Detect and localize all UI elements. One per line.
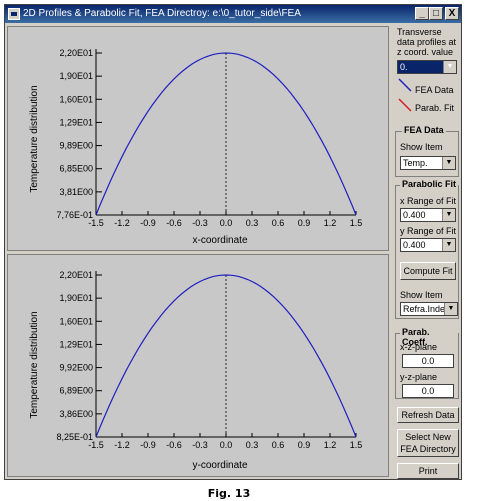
- parab-coeff-title: Parab. Coeff.: [400, 327, 458, 347]
- x-tick-label: -1.2: [114, 440, 130, 450]
- y-axis-label: Temperature distribution: [29, 85, 40, 192]
- xz-coeff-field[interactable]: 0.0: [402, 354, 454, 368]
- x-range-label: x Range of Fit: [400, 196, 457, 206]
- y-tick-label: 3,81E00: [59, 187, 93, 197]
- x-tick-label: 1.5: [350, 218, 363, 228]
- y-tick-label: 8,25E-01: [56, 432, 93, 442]
- app-icon: [8, 8, 20, 20]
- xz-plane-label: x-z-plane: [400, 342, 438, 352]
- x-tick-label: 0.0: [220, 218, 233, 228]
- select-new-label: Select New: [405, 432, 451, 442]
- y-tick-label: 1,90E01: [59, 293, 93, 303]
- x-range-select[interactable]: 0.400 ▼: [400, 208, 456, 222]
- x-tick-label: -1.5: [88, 218, 104, 228]
- show-item-label: Show Item: [400, 290, 443, 300]
- chevron-down-icon[interactable]: ▼: [442, 209, 455, 221]
- fea-data-curve: [95, 52, 357, 216]
- x-tick-label: -1.2: [114, 218, 130, 228]
- fea-item-value: Temp.: [403, 158, 428, 168]
- parab-coeff-group: Parab. Coeff. x-z-plane 0.0 y-z-plane 0.…: [395, 327, 459, 399]
- chevron-down-icon[interactable]: ▼: [443, 61, 456, 73]
- x-axis-label: y-coordinate: [192, 460, 247, 471]
- y-tick-label: 1,60E01: [59, 94, 93, 104]
- legend-parab: Parab. Fit: [415, 103, 455, 113]
- x-tick-label: -0.3: [192, 218, 208, 228]
- x-tick-label: 1.2: [324, 440, 337, 450]
- yz-coeff-field[interactable]: 0.0: [402, 384, 454, 398]
- x-tick-label: 0.6: [272, 440, 285, 450]
- y-tick-label: 2,20E01: [59, 48, 93, 58]
- y-range-value: 0.400: [403, 240, 426, 250]
- transverse-label-3: z coord. value: [397, 47, 454, 57]
- y-tick-label: 1,90E01: [59, 71, 93, 81]
- main-window: 2D Profiles & Parabolic Fit, FEA Directr…: [4, 4, 462, 480]
- plot-x-profile: Temperature distribution x-coordinate 2,…: [7, 26, 389, 251]
- x-tick-label: 0.6: [272, 218, 285, 228]
- x-tick-label: 1.2: [324, 218, 337, 228]
- y-tick-label: 6,89E00: [59, 386, 93, 396]
- chevron-down-icon[interactable]: ▼: [444, 303, 457, 315]
- y-range-select[interactable]: 0.400 ▼: [400, 238, 456, 252]
- show-item-value: Refra.Index: [403, 304, 450, 314]
- y-tick-label: 2,20E01: [59, 270, 93, 280]
- yz-plane-label: y-z-plane: [400, 372, 438, 382]
- compute-fit-button[interactable]: Compute Fit: [400, 262, 456, 280]
- window-title: 2D Profiles & Parabolic Fit, FEA Directr…: [23, 8, 301, 19]
- x-tick-label: 0.9: [298, 218, 311, 228]
- chart-x-svg: Temperature distribution x-coordinate 2,…: [29, 48, 363, 246]
- plot-y-profile: Temperature distribution y-coordinate 2,…: [7, 254, 389, 477]
- fea-data-curve: [95, 274, 357, 438]
- select-fea-directory-button[interactable]: Select New FEA Directory: [397, 429, 459, 457]
- transverse-label-2: data profiles at: [397, 37, 457, 47]
- y-tick-label: 9,92E00: [59, 363, 93, 373]
- fea-data-title: FEA Data: [402, 125, 446, 135]
- x-tick-label: 0.3: [246, 218, 259, 228]
- chevron-down-icon[interactable]: ▼: [442, 157, 455, 169]
- minimize-button[interactable]: _: [415, 7, 429, 20]
- y-tick-label: 1,29E01: [59, 117, 93, 127]
- y-tick-label: 7,76E-01: [56, 210, 93, 220]
- transverse-label-1: Transverse: [397, 27, 442, 37]
- refresh-data-button[interactable]: Refresh Data: [397, 407, 459, 423]
- fea-data-group: FEA Data Show Item Temp. ▼: [395, 125, 459, 177]
- y-tick-label: 1,29E01: [59, 339, 93, 349]
- x-tick-label: 0.9: [298, 440, 311, 450]
- x-tick-label: 0.3: [246, 440, 259, 450]
- x-tick-label: -0.6: [166, 218, 182, 228]
- figure-caption: Fig. 13: [207, 487, 251, 500]
- y-tick-label: 9,89E00: [59, 141, 93, 151]
- x-tick-label: -1.5: [88, 440, 104, 450]
- chevron-down-icon[interactable]: ▼: [442, 239, 455, 251]
- z-value-select[interactable]: 0. ▼: [397, 60, 457, 74]
- parab-legend-line-icon: [398, 98, 412, 112]
- fea-show-item-label: Show Item: [400, 142, 443, 152]
- print-button[interactable]: Print: [397, 463, 459, 479]
- maximize-button[interactable]: □: [429, 7, 443, 20]
- close-button[interactable]: X: [445, 7, 459, 20]
- parabolic-fit-group: Parabolic Fit x Range of Fit 0.400 ▼ y R…: [395, 179, 459, 319]
- x-tick-label: -0.6: [166, 440, 182, 450]
- y-tick-label: 1,60E01: [59, 316, 93, 326]
- legend-fea: FEA Data: [415, 85, 454, 95]
- y-tick-label: 6,85E00: [59, 164, 93, 174]
- z-value-text: 0.: [400, 62, 408, 72]
- fea-directory-label: FEA Directory: [400, 444, 456, 454]
- title-bar[interactable]: 2D Profiles & Parabolic Fit, FEA Directr…: [5, 5, 461, 23]
- x-tick-label: -0.9: [140, 440, 156, 450]
- legend-icons: [398, 78, 412, 112]
- y-range-label: y Range of Fit: [400, 226, 457, 236]
- x-tick-label: 1.5: [350, 440, 363, 450]
- x-tick-label: -0.3: [192, 440, 208, 450]
- x-axis-label: x-coordinate: [192, 235, 247, 246]
- x-tick-label: 0.0: [220, 440, 233, 450]
- show-item-select[interactable]: Refra.Index ▼: [400, 302, 458, 316]
- x-range-value: 0.400: [403, 210, 426, 220]
- parabolic-fit-title: Parabolic Fit: [400, 179, 458, 189]
- fea-legend-line-icon: [398, 78, 412, 92]
- chart-y-svg: Temperature distribution y-coordinate 2,…: [29, 270, 363, 471]
- y-tick-label: 3,86E00: [59, 409, 93, 419]
- fea-item-select[interactable]: Temp. ▼: [400, 156, 456, 170]
- y-axis-label: Temperature distribution: [29, 311, 40, 418]
- x-tick-label: -0.9: [140, 218, 156, 228]
